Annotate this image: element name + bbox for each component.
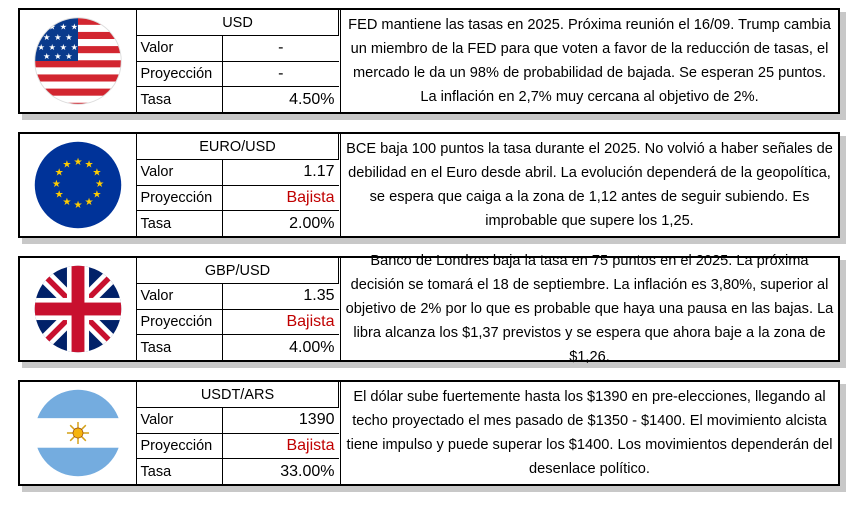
svg-text:★: ★ <box>71 22 78 32</box>
svg-text:★: ★ <box>55 167 64 178</box>
tasa-value: 2.00% <box>222 210 339 236</box>
pair-label: USDT/ARS <box>136 382 339 408</box>
svg-text:★: ★ <box>60 42 67 52</box>
usa-flag-icon: ★ ★ ★ ★ ★ ★ ★ ★ ★ ★ ★ ★ ★ <box>34 17 122 105</box>
tasa-value: 33.00% <box>222 458 339 484</box>
description-text: Banco de Londres baja la tasa en 75 punt… <box>340 253 838 365</box>
svg-text:★: ★ <box>55 189 64 200</box>
valor-value: 1.17 <box>222 159 339 186</box>
proyeccion-value: Bajista <box>222 184 339 211</box>
currency-card-ars: USDT/ARS Valor 1390 Proyección Bajista T… <box>18 380 840 486</box>
proyeccion-label: Proyección <box>136 60 223 87</box>
currency-table: GBP/USD Valor 1.35 Proyección Bajista Ta… <box>136 258 339 360</box>
tasa-value: 4.50% <box>222 86 339 112</box>
valor-label: Valor <box>136 283 223 310</box>
svg-text:★: ★ <box>60 22 67 32</box>
svg-text:★: ★ <box>85 197 94 208</box>
flag-cell: ★ ★ ★ ★ ★ ★ ★ ★ ★ ★ ★ ★ ★ <box>20 10 137 112</box>
proyeccion-label: Proyección <box>136 184 223 211</box>
currency-card-gbp: GBP/USD Valor 1.35 Proyección Bajista Ta… <box>18 253 840 365</box>
currency-table: USD Valor - Proyección - Tasa 4.50% <box>136 10 339 112</box>
svg-text:★: ★ <box>49 42 56 52</box>
proyeccion-label: Proyección <box>136 308 223 335</box>
currency-card-usd: ★ ★ ★ ★ ★ ★ ★ ★ ★ ★ ★ ★ ★ USD Valor - Proyección … <box>18 8 840 114</box>
tasa-value: 4.00% <box>222 334 339 360</box>
description-text: BCE baja 100 puntos la tasa durante el 2… <box>340 134 838 236</box>
currency-table: USDT/ARS Valor 1390 Proyección Bajista T… <box>136 382 339 484</box>
svg-text:★: ★ <box>62 197 71 208</box>
svg-text:★: ★ <box>85 160 94 171</box>
svg-text:★: ★ <box>92 167 101 178</box>
svg-text:★: ★ <box>65 32 72 42</box>
pair-label: EURO/USD <box>136 134 339 160</box>
svg-text:★: ★ <box>52 179 61 190</box>
description-text: FED mantiene las tasas en 2025. Próxima … <box>340 10 838 112</box>
svg-text:★: ★ <box>73 157 82 168</box>
proyeccion-value: Bajista <box>222 432 339 459</box>
svg-text:★: ★ <box>54 51 61 61</box>
valor-value: - <box>222 35 339 62</box>
valor-label: Valor <box>136 407 223 434</box>
eu-flag-icon: ★ ★ ★ ★ ★ ★ ★ ★ ★ ★ ★ ★ <box>34 141 122 229</box>
pair-label: USD <box>136 10 339 36</box>
flag-cell <box>20 382 137 484</box>
svg-text:★: ★ <box>43 51 50 61</box>
valor-label: Valor <box>136 159 223 186</box>
valor-value: 1390 <box>222 407 339 434</box>
valor-label: Valor <box>136 35 223 62</box>
svg-text:★: ★ <box>38 42 45 52</box>
description-text: El dólar sube fuertemente hasta los $139… <box>340 382 838 484</box>
tasa-label: Tasa <box>136 210 223 236</box>
svg-text:★: ★ <box>43 32 50 42</box>
svg-text:★: ★ <box>92 189 101 200</box>
tasa-label: Tasa <box>136 334 223 360</box>
pair-label: GBP/USD <box>136 258 339 284</box>
currency-table: EURO/USD Valor 1.17 Proyección Bajista T… <box>136 134 339 236</box>
tasa-label: Tasa <box>136 458 223 484</box>
valor-value: 1.35 <box>222 283 339 310</box>
uk-flag-icon <box>34 265 122 353</box>
svg-text:★: ★ <box>62 160 71 171</box>
svg-text:★: ★ <box>65 51 72 61</box>
flag-cell <box>20 258 137 360</box>
svg-text:★: ★ <box>71 42 78 52</box>
proyeccion-value: Bajista <box>222 308 339 335</box>
flag-cell: ★ ★ ★ ★ ★ ★ ★ ★ ★ ★ ★ ★ <box>20 134 137 236</box>
svg-text:★: ★ <box>73 200 82 211</box>
proyeccion-value: - <box>222 60 339 87</box>
argentina-flag-icon <box>34 389 122 477</box>
svg-text:★: ★ <box>54 32 61 42</box>
tasa-label: Tasa <box>136 86 223 112</box>
proyeccion-label: Proyección <box>136 432 223 459</box>
currency-card-eur: ★ ★ ★ ★ ★ ★ ★ ★ ★ ★ ★ ★ EURO/USD Valor 1… <box>18 132 840 238</box>
svg-text:★: ★ <box>95 179 104 190</box>
